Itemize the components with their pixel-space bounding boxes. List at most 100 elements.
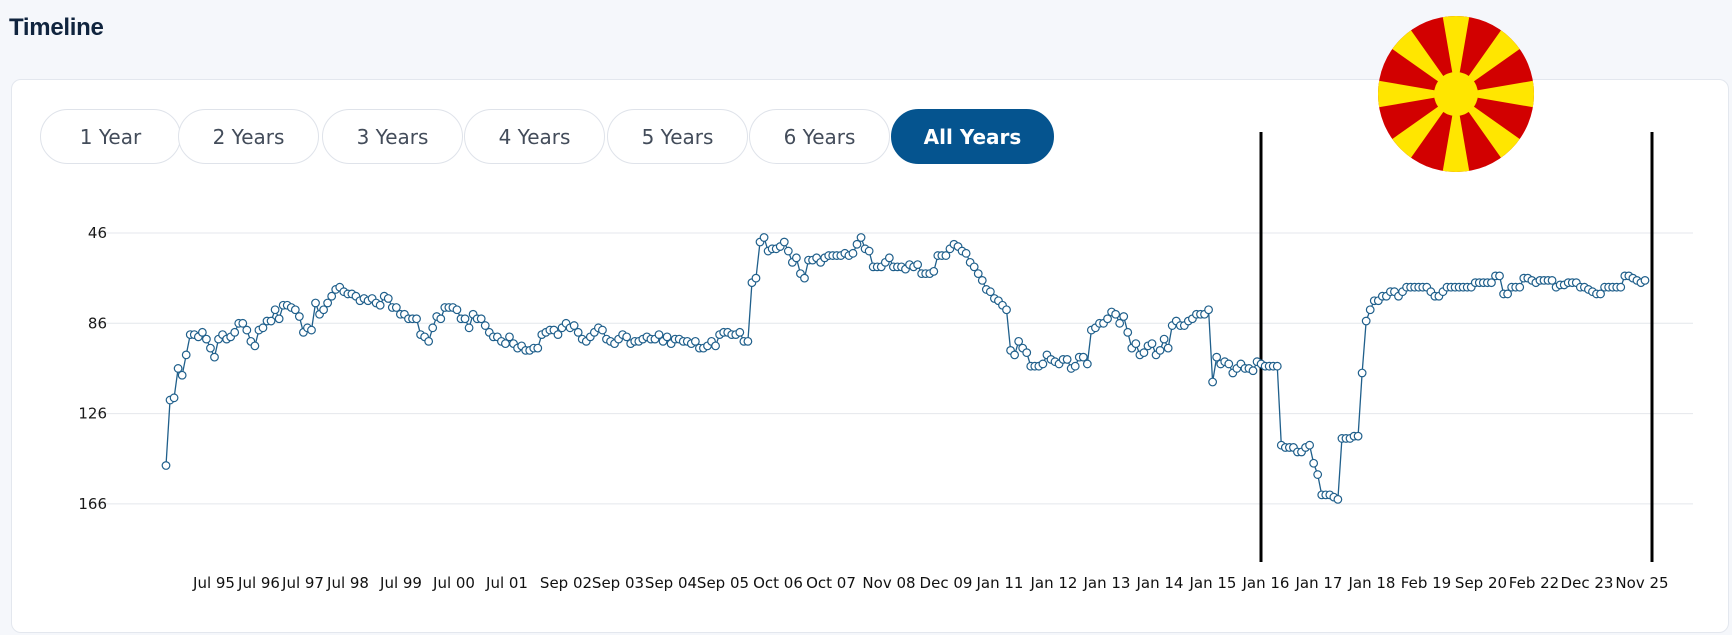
data-point[interactable]: [210, 352, 219, 362]
data-point[interactable]: [480, 321, 490, 330]
data-point[interactable]: [424, 336, 434, 346]
data-point[interactable]: [274, 314, 284, 324]
data-point[interactable]: [961, 248, 971, 258]
data-point[interactable]: [735, 327, 745, 337]
data-point[interactable]: [1103, 314, 1112, 324]
data-point[interactable]: [169, 393, 179, 403]
data-point[interactable]: [864, 246, 874, 256]
data-point[interactable]: [759, 233, 769, 242]
data-point[interactable]: [238, 318, 248, 328]
data-point[interactable]: [1115, 318, 1125, 328]
data-point[interactable]: [1272, 361, 1282, 371]
data-point[interactable]: [929, 266, 939, 276]
data-point[interactable]: [1139, 348, 1149, 358]
data-point[interactable]: [973, 269, 983, 279]
data-point[interactable]: [1002, 305, 1011, 315]
data-point[interactable]: [1078, 352, 1088, 362]
data-point[interactable]: [460, 314, 470, 324]
tab-5-years[interactable]: 5 Years: [607, 109, 748, 164]
data-point[interactable]: [852, 239, 862, 249]
data-point[interactable]: [197, 327, 207, 337]
data-point[interactable]: [177, 370, 187, 380]
data-point[interactable]: [985, 287, 995, 297]
data-point[interactable]: [436, 314, 446, 324]
data-point[interactable]: [1014, 336, 1024, 346]
data-point[interactable]: [711, 341, 720, 351]
data-point[interactable]: [464, 323, 474, 333]
data-point[interactable]: [743, 336, 753, 346]
data-point[interactable]: [1062, 355, 1072, 364]
data-point[interactable]: [1010, 350, 1020, 360]
data-point[interactable]: [476, 314, 486, 324]
data-point[interactable]: [1616, 282, 1626, 292]
data-point[interactable]: [1208, 377, 1218, 387]
data-point[interactable]: [1159, 334, 1169, 344]
data-point[interactable]: [242, 325, 252, 335]
data-point[interactable]: [1353, 431, 1363, 441]
data-point[interactable]: [173, 364, 183, 373]
data-point[interactable]: [323, 298, 333, 308]
tab-6-years[interactable]: 6 Years: [749, 109, 890, 164]
data-point[interactable]: [161, 461, 171, 470]
data-point[interactable]: [573, 327, 583, 337]
data-point[interactable]: [941, 251, 951, 260]
data-point[interactable]: [779, 237, 789, 247]
data-point[interactable]: [1640, 276, 1650, 285]
data-point[interactable]: [1357, 368, 1367, 378]
data-point[interactable]: [1131, 339, 1141, 349]
data-point[interactable]: [202, 334, 211, 344]
data-point[interactable]: [206, 343, 215, 353]
data-point[interactable]: [1313, 470, 1323, 479]
data-point[interactable]: [1111, 309, 1121, 319]
data-point[interactable]: [1119, 312, 1129, 321]
data-point[interactable]: [307, 325, 316, 335]
data-point[interactable]: [848, 248, 858, 258]
data-point[interactable]: [290, 305, 300, 315]
data-point[interactable]: [452, 305, 462, 315]
data-point[interactable]: [662, 332, 672, 342]
data-point[interactable]: [181, 350, 191, 360]
data-point[interactable]: [1155, 345, 1165, 355]
data-point[interactable]: [230, 327, 240, 337]
data-point[interactable]: [553, 330, 563, 339]
data-point[interactable]: [1022, 348, 1032, 358]
data-point[interactable]: [1070, 361, 1080, 371]
tab-2-years[interactable]: 2 Years: [178, 109, 319, 164]
data-point[interactable]: [1487, 278, 1496, 288]
data-point[interactable]: [856, 233, 866, 242]
data-point[interactable]: [1082, 359, 1092, 369]
tab-1-year[interactable]: 1 Year: [40, 109, 181, 164]
data-point[interactable]: [791, 253, 801, 263]
data-point[interactable]: [884, 253, 894, 263]
data-point[interactable]: [258, 323, 268, 333]
data-point[interactable]: [383, 294, 393, 303]
data-point[interactable]: [266, 316, 276, 326]
data-point[interactable]: [800, 273, 809, 283]
data-point[interactable]: [1224, 359, 1234, 369]
data-point[interactable]: [969, 262, 979, 272]
data-point[interactable]: [1503, 289, 1513, 299]
data-point[interactable]: [1309, 458, 1319, 468]
data-point[interactable]: [654, 330, 664, 339]
tab-4-years[interactable]: 4 Years: [464, 109, 605, 164]
data-point[interactable]: [1547, 276, 1557, 285]
data-point[interactable]: [1515, 282, 1525, 292]
data-point[interactable]: [598, 325, 607, 335]
data-point[interactable]: [412, 314, 421, 324]
data-point[interactable]: [751, 273, 761, 283]
data-point[interactable]: [1163, 343, 1173, 353]
data-point[interactable]: [533, 343, 543, 353]
data-point[interactable]: [1038, 359, 1048, 369]
data-point[interactable]: [1204, 305, 1213, 315]
data-point[interactable]: [1305, 440, 1314, 450]
data-point[interactable]: [1123, 327, 1133, 337]
tab-3-years[interactable]: 3 Years: [322, 109, 463, 164]
data-point[interactable]: [327, 291, 337, 301]
data-point[interactable]: [1361, 316, 1371, 326]
data-point[interactable]: [505, 332, 514, 342]
data-point[interactable]: [622, 332, 632, 342]
data-point[interactable]: [1596, 289, 1605, 299]
data-point[interactable]: [250, 341, 260, 351]
data-point[interactable]: [391, 303, 401, 312]
data-point[interactable]: [1495, 271, 1504, 281]
